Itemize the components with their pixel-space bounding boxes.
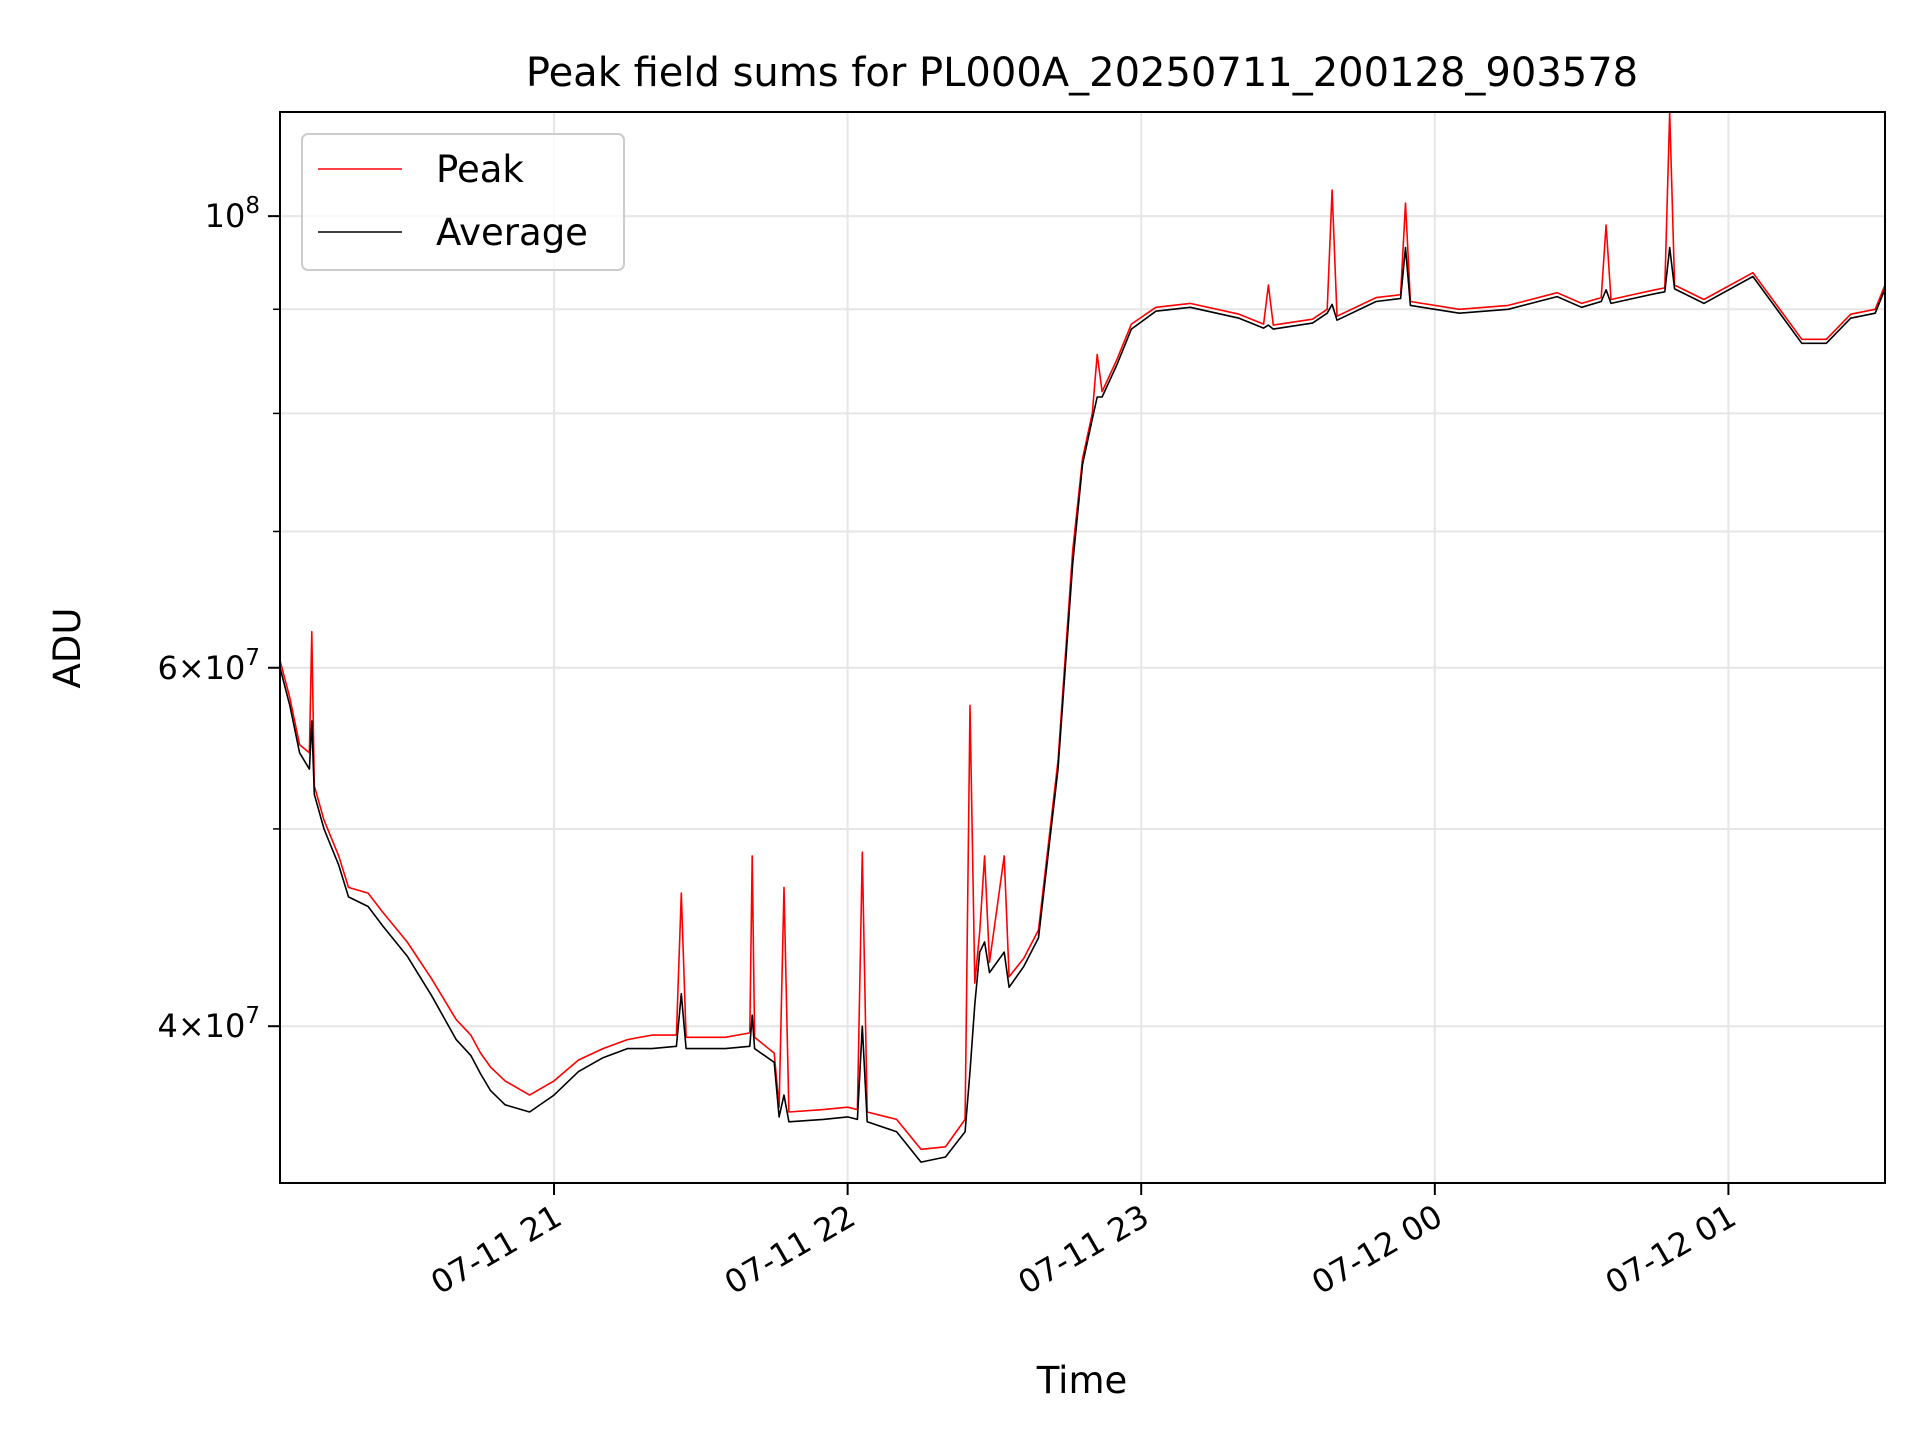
grid-lines <box>280 112 1885 1183</box>
x-axis-label: Time <box>1036 1359 1128 1402</box>
plot-frame <box>279 111 1886 1184</box>
y-tick-label: 6×107 <box>157 645 260 687</box>
y-tick-label: 108 <box>205 193 260 235</box>
y-tick-label: 4×107 <box>157 1003 260 1045</box>
legend-box <box>301 133 625 271</box>
x-tick-label: 07-12 00 <box>1305 1197 1449 1302</box>
x-tick-label: 07-11 21 <box>424 1197 568 1302</box>
x-tick-label: 07-12 01 <box>1599 1197 1743 1302</box>
legend-label-peak: Peak <box>436 148 524 191</box>
y-axis-label: ADU <box>46 608 89 689</box>
series-line-average <box>279 246 1886 1163</box>
series-line-peak <box>279 111 1886 1151</box>
legend-label-average: Average <box>436 211 588 254</box>
y-axis-ticks: 4×107 6×107 108 <box>157 193 280 1045</box>
plot-series <box>279 111 1886 1163</box>
chart-title: Peak field sums for PL000A_20250711_2001… <box>526 50 1638 96</box>
x-axis-ticks: 07-11 21 07-11 22 07-11 23 07-12 00 07-12 01 <box>424 1183 1742 1302</box>
x-tick-label: 07-11 23 <box>1012 1197 1156 1302</box>
legend: Peak Average <box>301 133 625 271</box>
x-tick-label: 07-11 22 <box>718 1197 862 1302</box>
